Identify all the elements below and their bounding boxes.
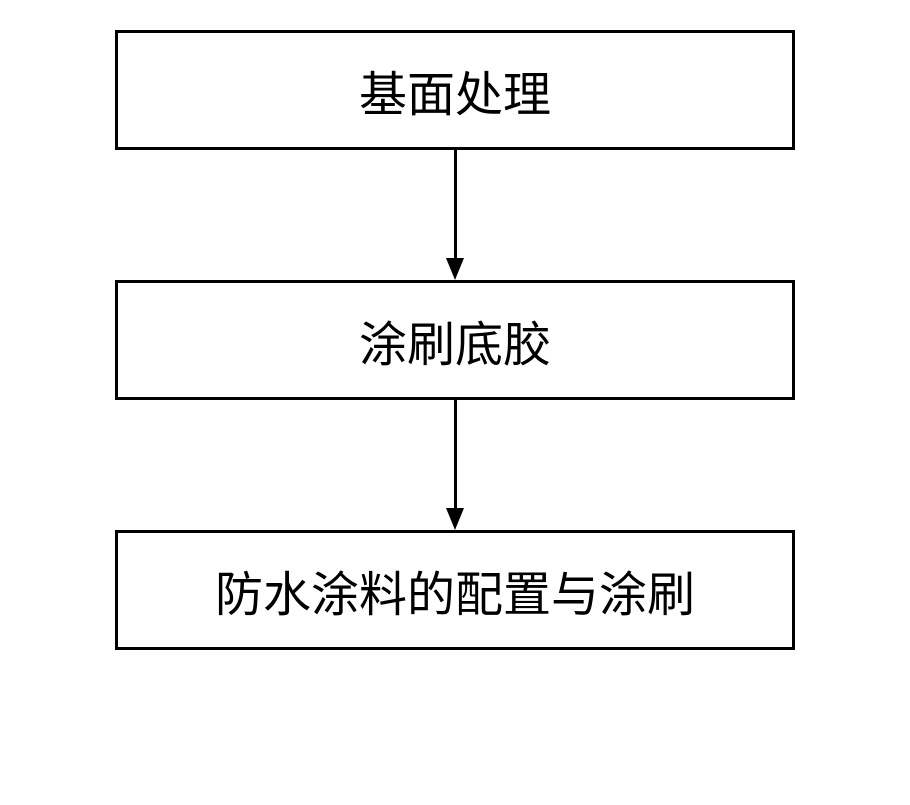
- arrow-head-icon: [446, 258, 464, 280]
- flowchart-container: 基面处理 涂刷底胶 防水涂料的配置与涂刷: [115, 30, 795, 650]
- arrow-line: [454, 150, 457, 258]
- flowchart-arrow-2: [446, 400, 464, 530]
- flowchart-step-1: 基面处理: [115, 30, 795, 150]
- arrow-head-icon: [446, 508, 464, 530]
- arrow-line: [454, 400, 457, 508]
- flowchart-step-2: 涂刷底胶: [115, 280, 795, 400]
- flowchart-arrow-1: [446, 150, 464, 280]
- flowchart-step-3: 防水涂料的配置与涂刷: [115, 530, 795, 650]
